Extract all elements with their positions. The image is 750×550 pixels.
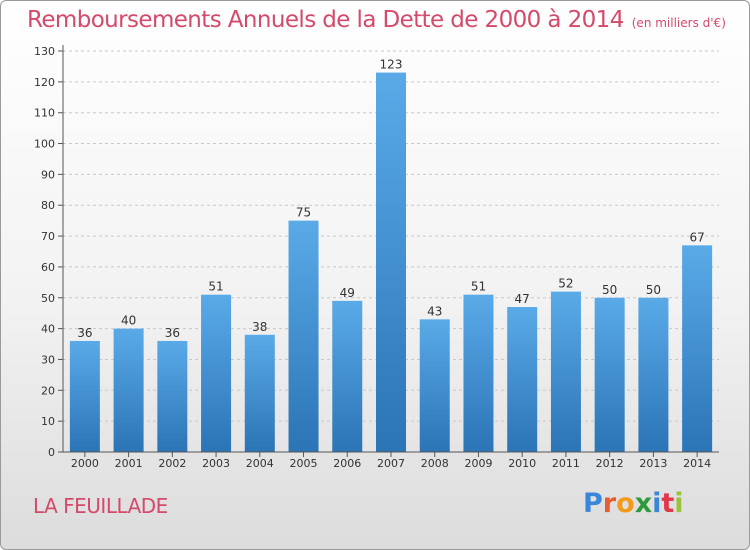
chart-title-unit: (en milliers d'€) [631,16,726,30]
bar-value-label: 38 [252,320,267,334]
logo-letter: t [661,488,675,519]
logo-letter: i [652,488,662,519]
x-tick-label: 2002 [158,457,186,470]
x-tick-label: 2010 [508,457,536,470]
y-tick-label: 130 [34,45,55,58]
x-tick-label: 2009 [464,457,492,470]
proxiti-logo: Proxiti [583,488,684,519]
y-tick-label: 80 [41,199,55,212]
x-tick-label: 2004 [246,457,274,470]
bar-value-label: 51 [471,280,486,294]
bar [113,328,144,452]
x-tick-label: 2003 [202,457,230,470]
chart-title-main: Remboursements Annuels de la Dette de 20… [27,7,624,33]
x-tick-label: 2011 [552,457,580,470]
logo-letter: P [583,488,603,519]
x-tick-label: 2013 [639,457,667,470]
logo-letter: x [634,488,653,519]
logo-letter: r [602,488,617,519]
bar [550,291,581,452]
bar-value-label: 52 [558,277,573,291]
y-tick-label: 50 [41,292,55,305]
y-tick-label: 70 [41,230,55,243]
bar [244,334,275,452]
bar-value-label: 36 [165,326,180,340]
x-axis: 2000 2001 2002 2003 2004 2005 2006 2007 2008 2009… [63,451,719,470]
y-tick-label: 20 [41,384,55,397]
x-tick-label: 2006 [333,457,361,470]
bar [201,294,232,452]
bar [507,307,538,452]
y-tick-label: 0 [48,446,55,459]
bars: 36 40 36 51 38 75 49 123 43 51 47 52 50 50 67 [69,58,713,452]
bar-value-label: 40 [121,314,136,328]
place-name: LA FEUILLADE [33,494,168,518]
bar [419,319,450,452]
bar-value-label: 36 [77,326,92,340]
y-tick-label: 10 [41,415,55,428]
x-tick-label: 2007 [377,457,405,470]
bar-value-label: 47 [515,292,530,306]
x-tick-label: 2014 [683,457,711,470]
bar [69,340,100,452]
y-tick-label: 30 [41,353,55,366]
bar-value-label: 123 [380,58,403,72]
x-tick-label: 2012 [596,457,624,470]
x-tick-label: 2008 [421,457,449,470]
chart-title: Remboursements Annuels de la Dette de 20… [27,7,726,33]
y-tick-label: 110 [34,107,55,120]
y-tick-label: 60 [41,261,55,274]
bar-value-label: 49 [340,286,355,300]
bar-value-label: 50 [602,283,617,297]
bar [332,300,363,452]
bar [463,294,494,452]
bar-value-label: 43 [427,304,442,318]
bar [594,297,625,452]
x-tick-label: 2001 [115,457,143,470]
bar [682,245,713,452]
y-axis: 0 10 20 30 40 50 60 70 80 90 100 110 120 130 [34,45,64,459]
y-tick-label: 40 [41,323,55,336]
bar-value-label: 51 [208,280,223,294]
y-tick-label: 90 [41,168,55,181]
bar [157,340,188,452]
bar [288,220,319,452]
y-tick-label: 120 [34,76,55,89]
x-tick-label: 2005 [290,457,318,470]
bar [376,72,406,452]
logo-letter: o [616,488,635,519]
bar [638,297,669,452]
bar-value-label: 50 [646,283,661,297]
x-tick-label: 2000 [71,457,99,470]
bar-value-label: 67 [689,230,704,244]
logo-letter: i [674,488,684,519]
bar-value-label: 75 [296,206,311,220]
y-tick-label: 100 [34,138,55,151]
